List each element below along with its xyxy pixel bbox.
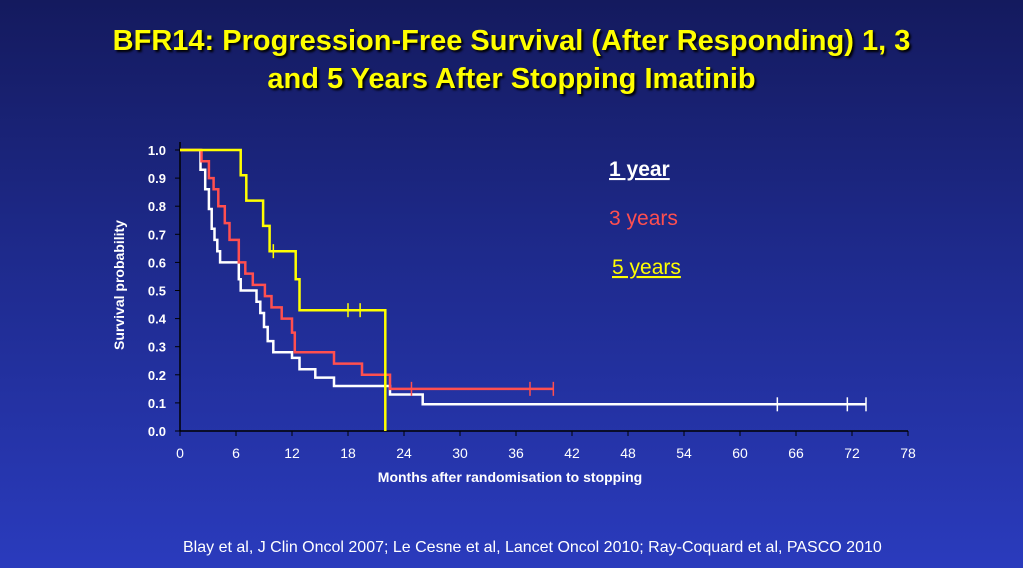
y-tick-label: 0.0 bbox=[148, 424, 166, 439]
x-tick-label: 36 bbox=[508, 445, 524, 461]
citation: Blay et al, J Clin Oncol 2007; Le Cesne … bbox=[183, 539, 882, 556]
km-curve-series-2 bbox=[180, 148, 554, 391]
x-tick-label: 12 bbox=[284, 445, 300, 461]
title-line-2: and 5 Years After Stopping Imatinib bbox=[267, 63, 756, 95]
legend-label-series-1: 1 year bbox=[609, 158, 670, 181]
y-tick-label: 0.9 bbox=[148, 171, 166, 186]
x-axis-title: Months after randomisation to stopping bbox=[378, 469, 642, 485]
y-tick-label: 0.8 bbox=[148, 199, 166, 214]
y-axis-title: Survival probability bbox=[111, 220, 127, 350]
x-tick-label: 6 bbox=[232, 445, 240, 461]
y-tick-label: 0.3 bbox=[148, 340, 166, 355]
y-tick-label: 0.7 bbox=[148, 227, 166, 242]
x-tick-label: 66 bbox=[788, 445, 804, 461]
x-tick-label: 48 bbox=[620, 445, 636, 461]
legend-label-series-2: 3 years bbox=[609, 207, 678, 230]
y-tick-label: 0.2 bbox=[148, 368, 166, 383]
x-tick-label: 24 bbox=[396, 445, 412, 461]
title-line-1: BFR14: Progression-Free Survival (After … bbox=[112, 25, 911, 57]
y-tick-label: 0.5 bbox=[148, 284, 166, 299]
y-tick-label: 0.6 bbox=[148, 255, 166, 270]
legend-label-series-3: 5 years bbox=[612, 256, 681, 279]
x-tick-label: 18 bbox=[340, 445, 356, 461]
x-tick-label: 0 bbox=[176, 445, 184, 461]
y-tick-label: 0.4 bbox=[148, 312, 167, 327]
x-tick-label: 72 bbox=[844, 445, 860, 461]
slide-title: BFR14: Progression-Free Survival (After … bbox=[0, 22, 1023, 98]
km-curve-series-1 bbox=[180, 148, 866, 406]
x-tick-label: 30 bbox=[452, 445, 468, 461]
x-tick-label: 78 bbox=[900, 445, 916, 461]
y-tick-label: 1.0 bbox=[148, 143, 166, 158]
km-curve-series-3 bbox=[180, 148, 387, 431]
x-tick-label: 42 bbox=[564, 445, 580, 461]
x-tick-label: 60 bbox=[732, 445, 748, 461]
x-tick-label: 54 bbox=[676, 445, 692, 461]
y-tick-label: 0.1 bbox=[148, 396, 166, 411]
